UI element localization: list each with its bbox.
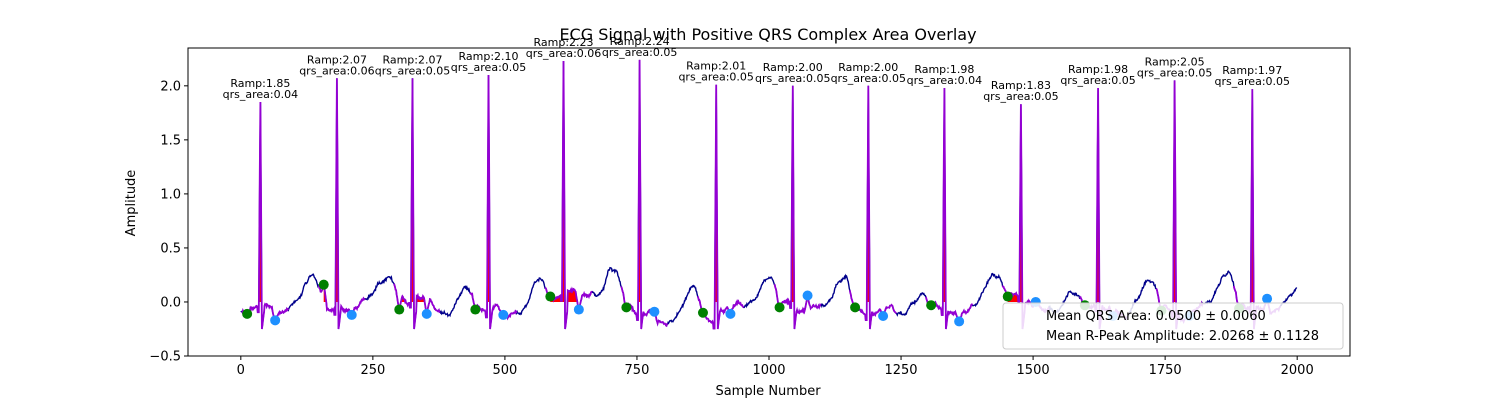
y-tick-label: 1.0 (160, 187, 181, 202)
qrs-area-label: qrs_area:0.05 (1215, 75, 1290, 88)
qrs-onset-marker (318, 279, 329, 290)
x-tick-label: 1250 (884, 363, 917, 378)
y-tick-label: 2.0 (160, 79, 181, 94)
r-peak-amplitude-label: Ramp:1.83 (991, 79, 1051, 92)
r-peak-amplitude-label: Ramp:2.23 (534, 36, 594, 49)
qrs-area-label: qrs_area:0.04 (907, 74, 982, 87)
r-peak-amplitude-label: Ramp:1.98 (1068, 63, 1128, 76)
x-tick-label: 1000 (752, 363, 785, 378)
qrs-segment-line (393, 78, 441, 330)
beat-4 (469, 74, 518, 330)
x-tick-label: 750 (625, 363, 650, 378)
x-tick-label: 500 (492, 363, 517, 378)
qrs-area-label: qrs_area:0.05 (602, 46, 677, 59)
y-tick-label: 0.0 (160, 295, 181, 310)
x-tick-label: 250 (360, 363, 385, 378)
qrs-onset-marker (774, 302, 785, 313)
beat-7 (696, 84, 745, 330)
qrs-area-label: qrs_area:0.05 (375, 64, 450, 77)
r-peak-amplitude-label: Ramp:2.00 (763, 61, 823, 74)
qrs-offset-marker (573, 304, 584, 315)
qrs-offset-marker (421, 308, 432, 319)
qrs-offset-marker (802, 290, 813, 301)
qrs-segment-line (773, 85, 822, 330)
r-peak-amplitude-label: Ramp:1.98 (914, 63, 974, 76)
qrs-onset-marker (545, 291, 556, 302)
beat-6 (620, 59, 668, 330)
r-peak-amplitude-label: Ramp:1.97 (1222, 64, 1282, 77)
legend-box (1002, 302, 1344, 350)
beat-8 (773, 85, 822, 330)
beat-9 (848, 85, 897, 330)
r-peak-amplitude-label: Ramp:2.10 (459, 50, 519, 63)
qrs-area-label: qrs_area:0.05 (831, 72, 906, 85)
r-peak-amplitude-label: Ramp:2.07 (382, 53, 442, 66)
qrs-onset-marker (697, 307, 708, 318)
qrs-area-label: qrs_area:0.05 (678, 71, 753, 84)
legend-entry: Mean R-Peak Amplitude: 2.0268 ± 0.1128 (1046, 329, 1319, 344)
qrs-offset-marker (346, 309, 357, 320)
qrs-onset-marker (621, 302, 632, 313)
qrs-offset-marker (1262, 293, 1273, 304)
x-tick-label: 2000 (1281, 363, 1314, 378)
qrs-area-label: qrs_area:0.05 (1137, 66, 1212, 79)
beat-5 (544, 60, 593, 330)
qrs-onset-marker (926, 300, 937, 311)
chart-title: ECG Signal with Positive QRS Complex Are… (559, 25, 976, 44)
x-tick-label: 0 (237, 363, 245, 378)
beat-2 (317, 78, 366, 330)
qrs-area-label: qrs_area:0.05 (755, 72, 830, 85)
y-tick-label: 0.5 (160, 241, 181, 256)
r-peak-amplitude-label: Ramp:2.01 (686, 60, 746, 73)
plot-area: Ramp:1.85qrs_area:0.04Ramp:2.07qrs_area:… (223, 35, 1298, 330)
qrs-area-label: qrs_area:0.04 (223, 88, 298, 101)
beat-3 (393, 78, 441, 330)
legend: Mean QRS Area: 0.0500 ± 0.0060 Mean R-Pea… (1002, 302, 1344, 350)
qrs-area-label: qrs_area:0.05 (1060, 74, 1135, 87)
y-tick-label: 1.5 (160, 133, 181, 148)
axes: 0 250 500 750 1000 1250 1500 1750 2000 −0.5 0.0 0.5… (149, 47, 1351, 378)
qrs-offset-marker (649, 306, 660, 317)
qrs-onset-marker (242, 308, 253, 319)
qrs-onset-marker (394, 304, 405, 315)
qrs-area-label: qrs_area:0.05 (983, 90, 1058, 103)
qrs-onset-marker (850, 302, 861, 313)
qrs-onset-marker (1002, 291, 1013, 302)
beat-1 (241, 101, 290, 330)
r-peak-amplitude-label: Ramp:2.05 (1145, 55, 1205, 68)
x-axis-label: Sample Number (715, 384, 821, 399)
qrs-offset-marker (498, 309, 509, 320)
qrs-area-label: qrs_area:0.05 (451, 61, 526, 74)
qrs-onset-marker (470, 304, 481, 315)
qrs-offset-marker (954, 316, 965, 327)
r-peak-amplitude-label: Ramp:2.24 (610, 35, 670, 48)
r-peak-amplitude-label: Ramp:2.00 (838, 61, 898, 74)
qrs-area-label: qrs_area:0.06 (299, 64, 374, 77)
qrs-offset-marker (270, 315, 281, 326)
beat-10 (925, 87, 974, 330)
legend-entry: Mean QRS Area: 0.0500 ± 0.0060 (1046, 309, 1266, 324)
x-tick-label: 1750 (1149, 363, 1182, 378)
y-tick-label: −0.5 (149, 350, 181, 365)
qrs-area-label: qrs_area:0.06 (526, 47, 601, 60)
r-peak-amplitude-label: Ramp:2.07 (307, 53, 367, 66)
x-tick-label: 1500 (1017, 363, 1050, 378)
r-peak-amplitude-label: Ramp:1.85 (230, 77, 290, 90)
y-axis-label: Amplitude (124, 170, 139, 237)
qrs-segment-line (317, 78, 366, 330)
qrs-offset-marker (878, 311, 889, 322)
qrs-offset-marker (725, 308, 736, 319)
